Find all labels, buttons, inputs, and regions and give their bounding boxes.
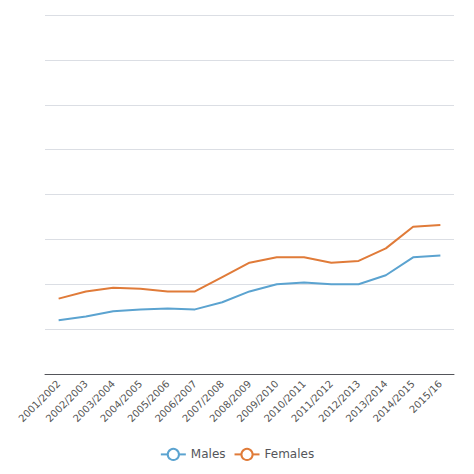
svg-text:2008/2009: 2008/2009 xyxy=(207,378,254,425)
svg-text:2003/2004: 2003/2004 xyxy=(71,378,118,425)
svg-text:2015/16: 2015/16 xyxy=(407,378,444,415)
svg-text:2012/2013: 2012/2013 xyxy=(316,378,363,425)
svg-text:2006/2007: 2006/2007 xyxy=(152,378,199,425)
svg-text:2013/2014: 2013/2014 xyxy=(343,378,390,425)
svg-text:2001/2002: 2001/2002 xyxy=(16,378,63,425)
svg-text:2009/2010: 2009/2010 xyxy=(234,378,281,425)
svg-text:2014/2015: 2014/2015 xyxy=(371,378,417,424)
svg-text:2005/2006: 2005/2006 xyxy=(125,378,172,425)
svg-text:2004/2005: 2004/2005 xyxy=(98,378,145,425)
svg-text:2007/2008: 2007/2008 xyxy=(180,378,227,425)
svg-text:Males: Males xyxy=(191,447,226,461)
svg-text:Females: Females xyxy=(265,447,315,461)
svg-text:2002/2003: 2002/2003 xyxy=(43,378,90,425)
svg-text:2010/2011: 2010/2011 xyxy=(261,378,308,425)
svg-text:2011/2012: 2011/2012 xyxy=(289,378,336,425)
